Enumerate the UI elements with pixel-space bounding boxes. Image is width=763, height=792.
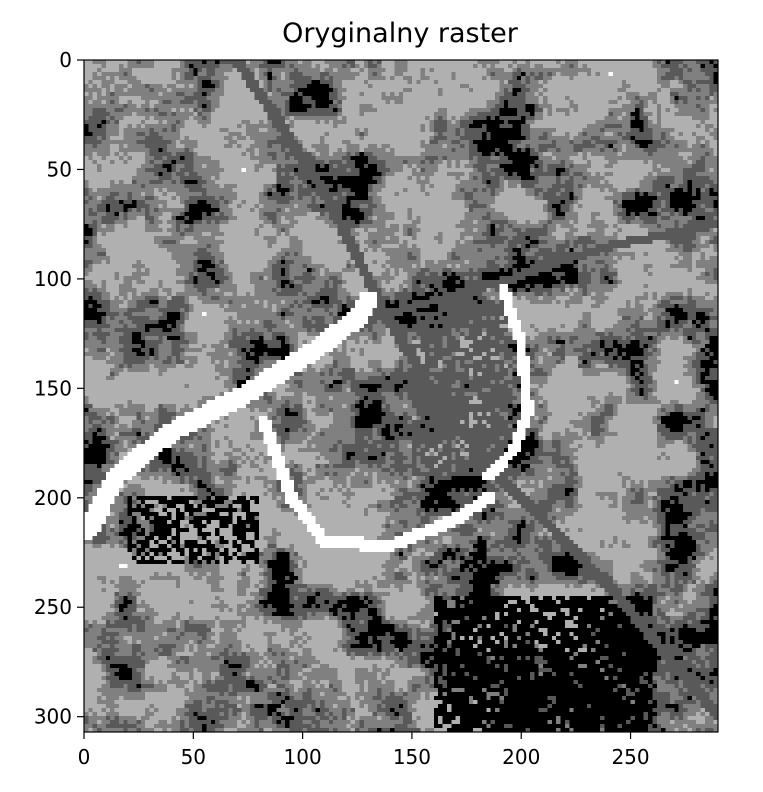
chart-title: Oryginalny raster [282,18,519,49]
x-tick-label: 150 [393,745,431,769]
y-tick-label: 150 [34,376,72,400]
x-axis: 0 50 100 150 200 250 [78,732,650,769]
y-axis: 0 50 100 150 200 250 300 [34,48,84,729]
y-tick-label: 300 [34,705,72,729]
axes-frame [83,59,719,733]
y-tick-label: 200 [34,486,72,510]
y-tick-label: 250 [34,595,72,619]
x-tick-label: 200 [502,745,540,769]
y-tick-label: 50 [47,157,72,181]
raster-image [84,60,718,732]
x-tick-label: 100 [284,745,322,769]
x-tick-label: 250 [611,745,649,769]
y-tick-label: 0 [59,48,72,72]
raster-cells [84,60,718,732]
x-tick-label: 50 [181,745,206,769]
y-tick-label: 100 [34,267,72,291]
x-tick-label: 0 [78,745,91,769]
